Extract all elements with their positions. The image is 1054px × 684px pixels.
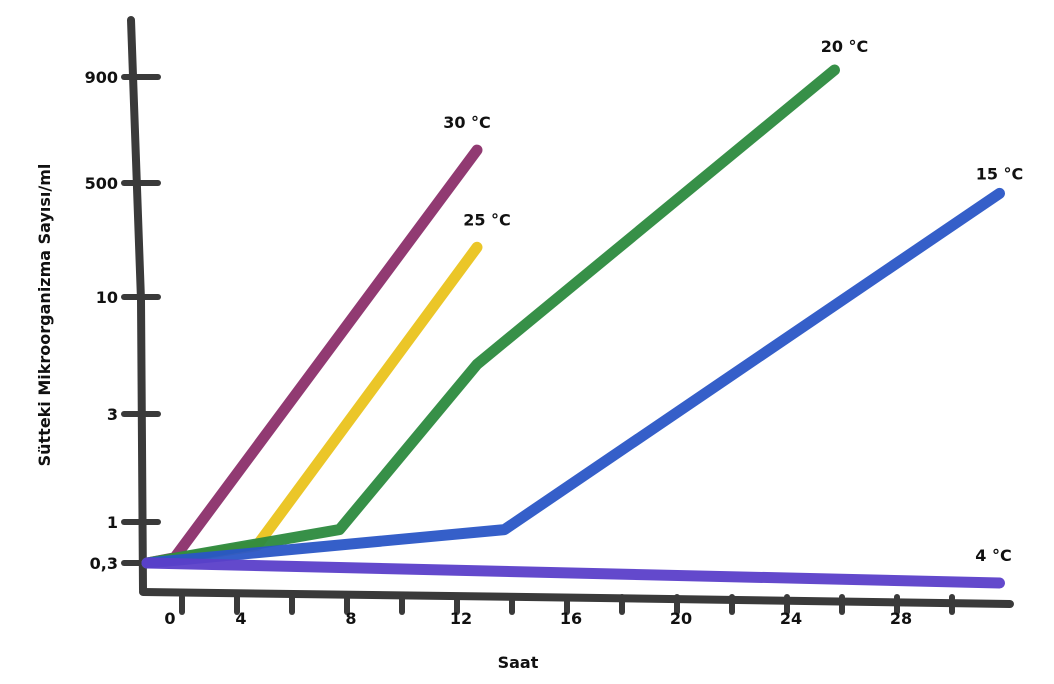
- y-tick-label: 500: [85, 174, 118, 193]
- x-tick-label: 12: [450, 609, 472, 628]
- x-tick-label: 4: [235, 609, 246, 628]
- series-label: 15 °C: [976, 164, 1024, 183]
- y-tick-label: 1: [107, 513, 118, 532]
- y-tick-label: 3: [107, 405, 118, 424]
- series-line: [141, 557, 1005, 589]
- series-label: 20 °C: [821, 37, 869, 56]
- x-tick-label: 28: [890, 609, 912, 628]
- series-line: [141, 64, 840, 569]
- x-tick-label: 20: [670, 609, 692, 628]
- x-tick-label: 0: [164, 609, 175, 628]
- y-tick-label: 0,3: [90, 554, 118, 573]
- x-axis-line: [139, 588, 1014, 608]
- series-line: [141, 144, 483, 569]
- series-label: 25 °C: [463, 210, 511, 229]
- x-axis-title: Saat: [498, 653, 539, 672]
- y-tick-label: 10: [96, 288, 118, 307]
- series-line: [141, 241, 483, 569]
- series-label: 4 °C: [975, 546, 1011, 565]
- y-axis-title: Sütteki Mikroorganizma Sayısı/ml: [35, 164, 54, 467]
- x-tick-label: 24: [780, 609, 802, 628]
- x-tick-label: 8: [345, 609, 356, 628]
- x-tick-label: 16: [560, 609, 582, 628]
- series-line: [141, 187, 1005, 569]
- series-label: 30 °C: [443, 113, 491, 132]
- y-tick-label: 900: [85, 68, 118, 87]
- y-axis-line: [127, 16, 147, 594]
